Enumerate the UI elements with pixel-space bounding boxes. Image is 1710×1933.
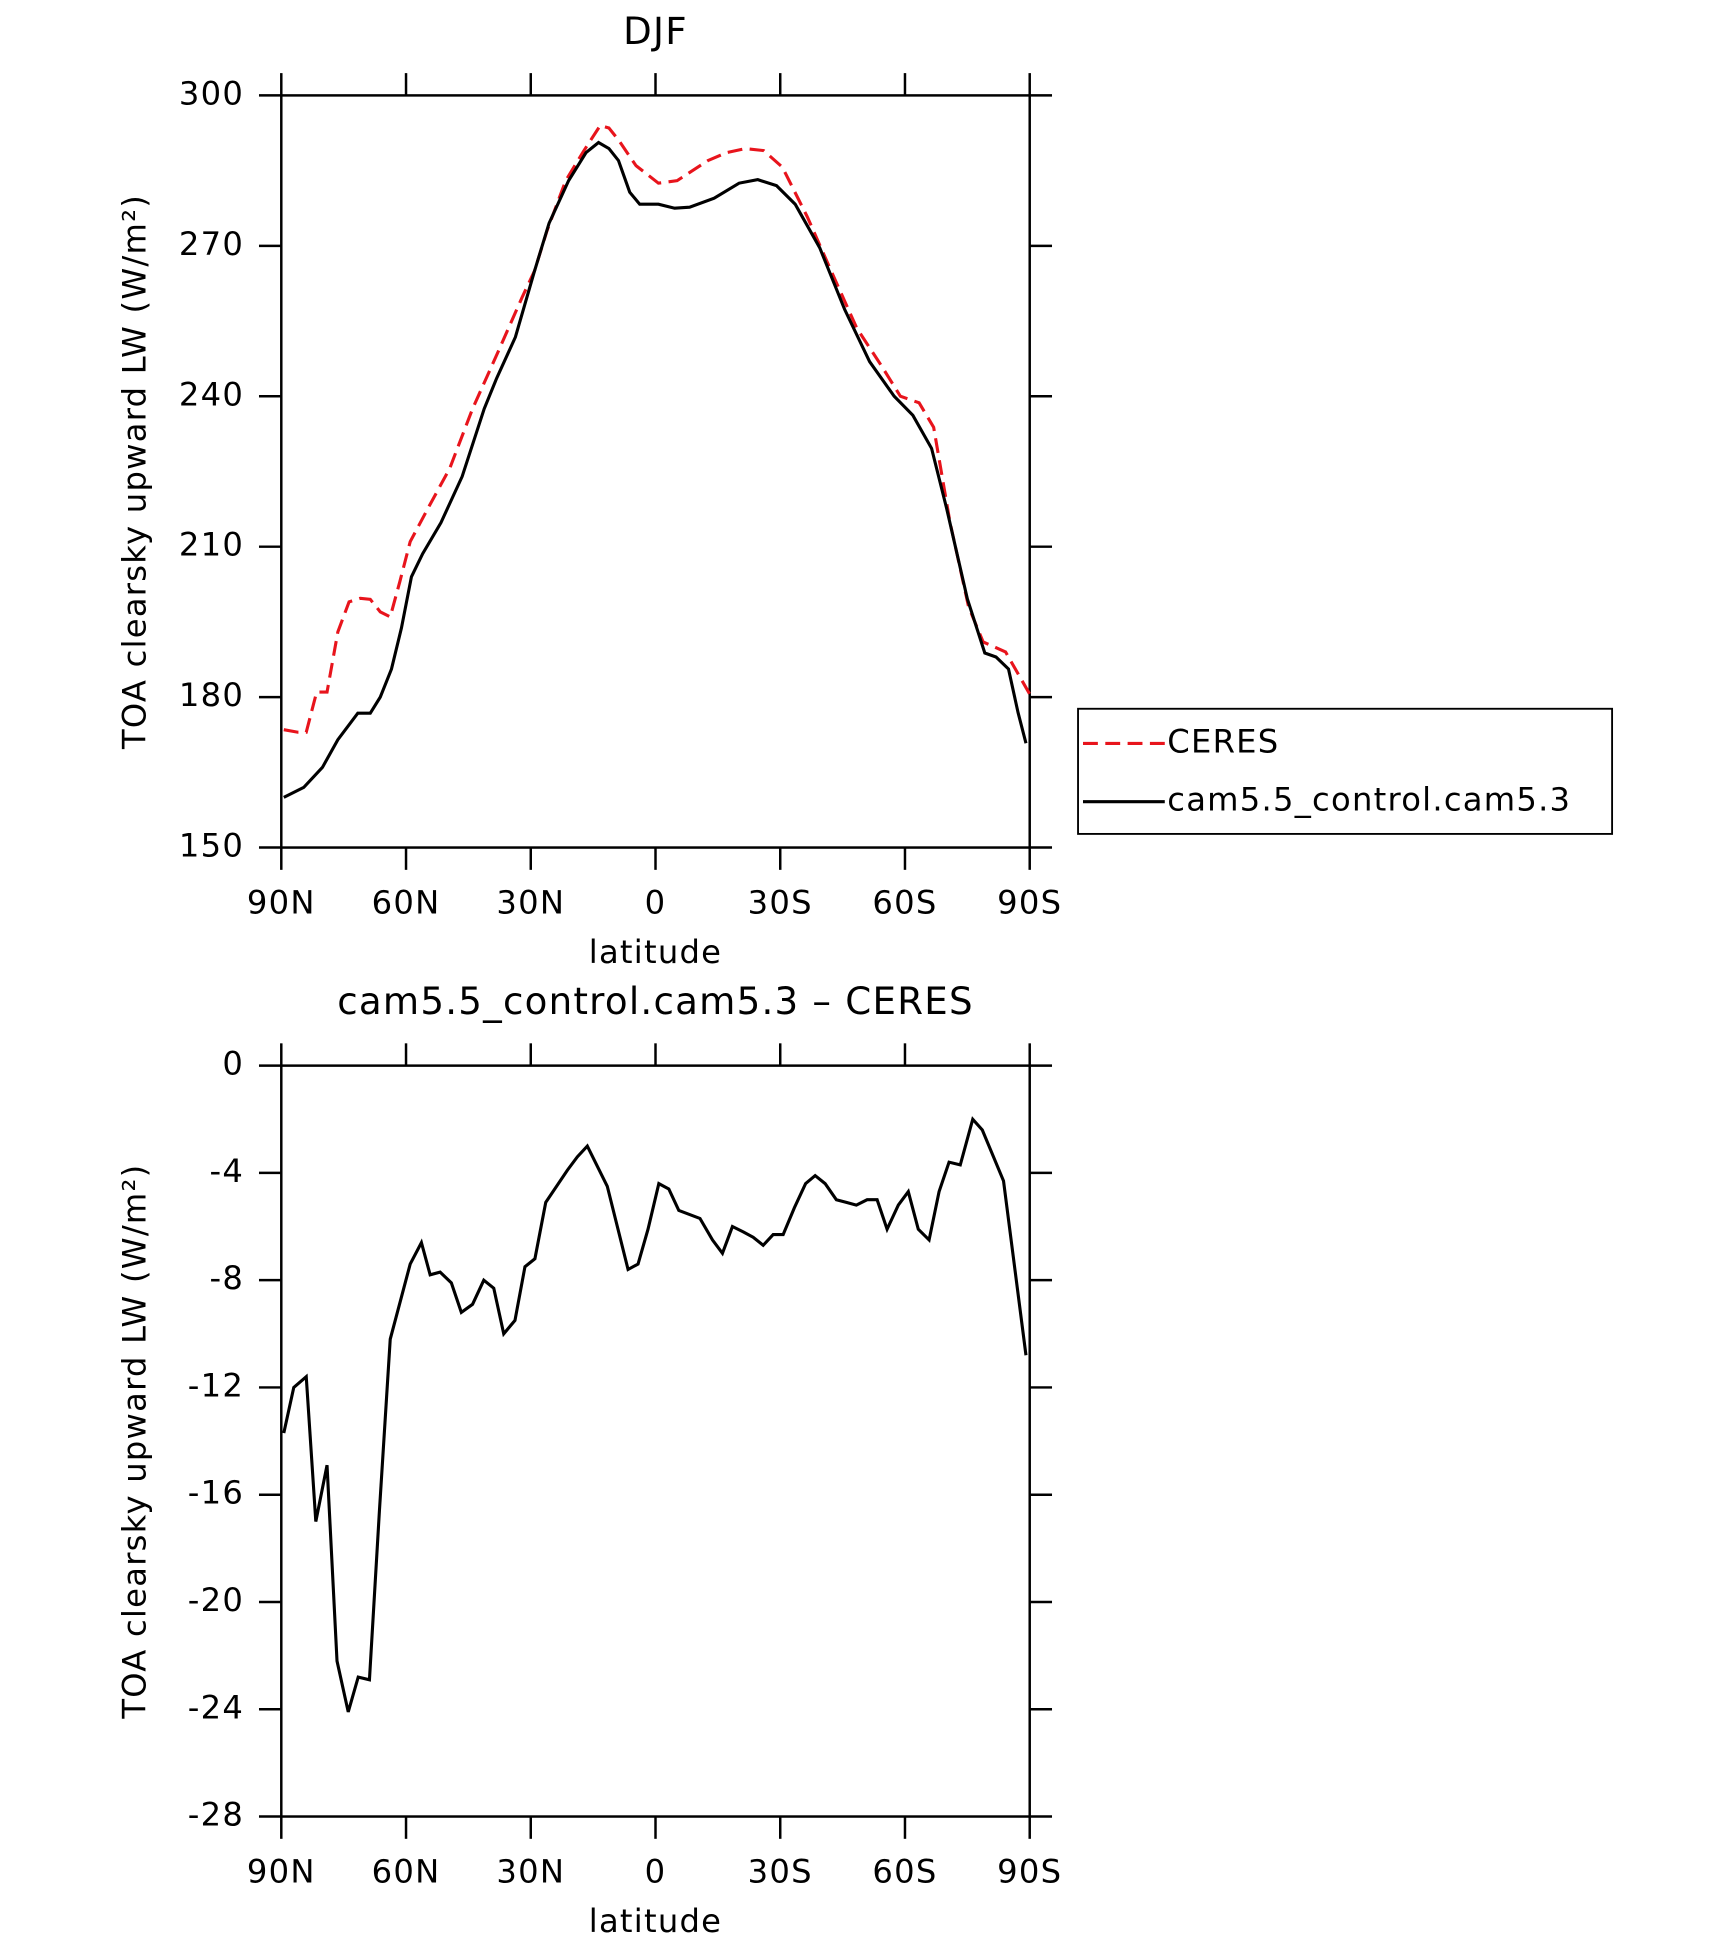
x-tick-label: 30N (496, 884, 565, 922)
x-tick-label: 90S (997, 1853, 1062, 1891)
y-tick-label: -16 (188, 1474, 244, 1512)
x-tick-label: 90N (247, 884, 316, 922)
x-tick-label: 30S (748, 884, 813, 922)
y-tick-label: -8 (210, 1259, 245, 1297)
plot-frame (280, 94, 1031, 849)
x-tick-label: 90N (247, 1853, 316, 1891)
y-tick-label: 180 (179, 676, 244, 714)
x-tick-label: 60S (872, 884, 937, 922)
legend-box (1077, 707, 1614, 835)
y-tick-label: -4 (210, 1152, 245, 1190)
legend-label: CERES (1167, 722, 1279, 760)
y-tick-label: 0 (222, 1045, 244, 1083)
data-line (283, 140, 1028, 799)
legend-label: cam5.5_control.cam5.3 (1167, 781, 1571, 819)
y-tick-label: -12 (188, 1366, 244, 1404)
x-tick-label: 60N (372, 884, 441, 922)
data-line (282, 1116, 1028, 1713)
y-tick-label: 210 (179, 526, 244, 564)
y-tick-label: 270 (179, 225, 244, 263)
y-tick-label: -20 (188, 1581, 244, 1619)
x-tick-label: 0 (645, 884, 667, 922)
x-tick-label: 60S (872, 1853, 937, 1891)
y-axis-label: TOA clearsky upward LW (W/m²) (115, 194, 153, 750)
y-tick-label: 150 (179, 827, 244, 865)
data-line (283, 123, 1032, 734)
y-tick-label: -28 (188, 1796, 244, 1834)
x-axis-label: latitude (589, 933, 722, 971)
x-axis-label: latitude (589, 1902, 722, 1933)
plot-frame (280, 1064, 1031, 1818)
x-tick-label: 30S (748, 1853, 813, 1891)
y-tick-label: 300 (179, 74, 244, 112)
x-tick-label: 90S (997, 884, 1062, 922)
y-axis-label: TOA clearsky upward LW (W/m²) (115, 1164, 153, 1720)
x-tick-label: 60N (372, 1853, 441, 1891)
y-tick-label: 240 (179, 375, 244, 413)
x-tick-label: 0 (645, 1853, 667, 1891)
y-tick-label: -24 (188, 1688, 244, 1726)
chart-title: DJF (623, 9, 688, 53)
x-tick-label: 30N (496, 1853, 565, 1891)
chart-title: cam5.5_control.cam5.3 – CERES (337, 979, 974, 1023)
